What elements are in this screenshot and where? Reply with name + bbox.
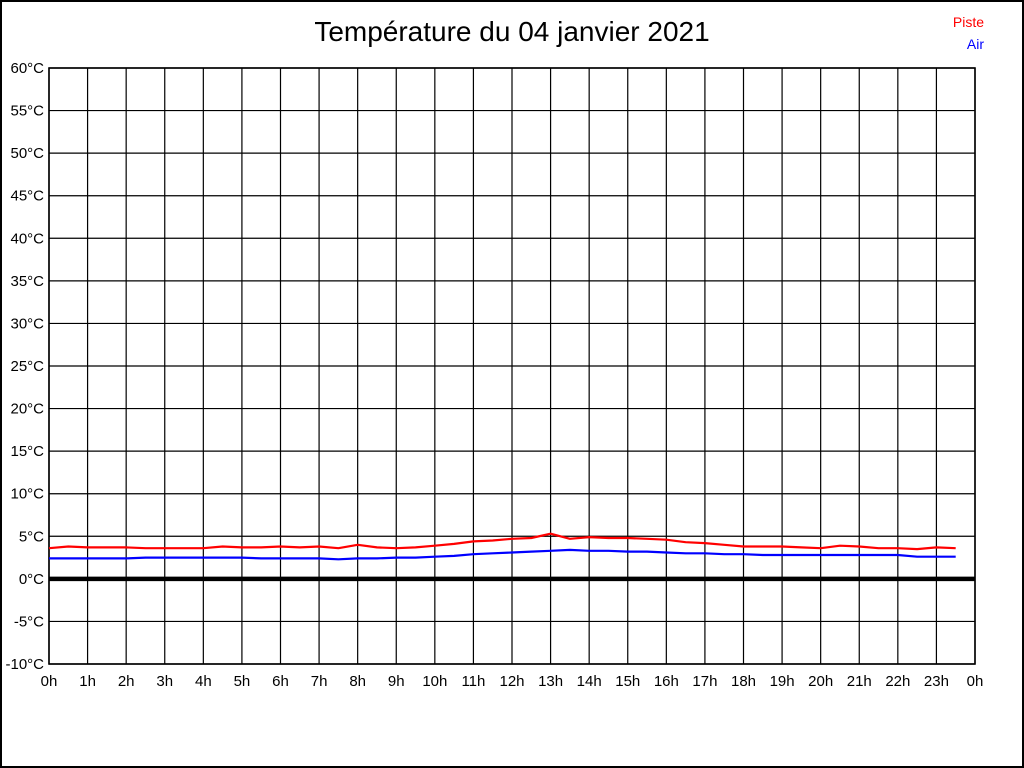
y-axis-label: 55°C [10, 103, 44, 120]
y-axis-label: 5°C [19, 528, 44, 545]
x-axis-label: 5h [234, 673, 251, 690]
x-axis-label: 21h [847, 673, 872, 690]
x-axis-label: 15h [615, 673, 640, 690]
chart-legend: Piste Air [953, 11, 984, 55]
y-axis-label: 45°C [10, 188, 44, 205]
y-axis-label: 25°C [10, 358, 44, 375]
x-axis-label: 16h [654, 673, 679, 690]
x-axis-label: 8h [349, 673, 366, 690]
x-axis-label: 9h [388, 673, 405, 690]
plot-border [48, 67, 976, 665]
air-line [49, 548, 956, 561]
x-axis-label: 6h [272, 673, 289, 690]
x-axis-label: 20h [808, 673, 833, 690]
y-axis-label: -10°C [5, 656, 44, 673]
y-axis-label: 10°C [10, 486, 44, 503]
y-axis-label: 35°C [10, 273, 44, 290]
legend-item-piste: Piste [952, 14, 984, 30]
x-axis-label: 4h [195, 673, 212, 690]
chart-title: Température du 04 janvier 2021 [314, 16, 710, 47]
x-axis-label: 17h [692, 673, 717, 690]
y-axis-label: 60°C [10, 60, 44, 77]
x-axis-label: 19h [770, 673, 795, 690]
y-axis-label: 30°C [10, 315, 44, 332]
x-axis-label: 2h [118, 673, 135, 690]
y-axis-label: 40°C [10, 230, 44, 247]
x-axis-label: 0h [967, 673, 984, 690]
x-axis-label: 10h [422, 673, 447, 690]
x-axis-label: 3h [156, 673, 173, 690]
x-axis-label: 22h [885, 673, 910, 690]
x-axis-label: 14h [577, 673, 602, 690]
x-axis-label: 0h [41, 673, 58, 690]
x-axis-label: 13h [538, 673, 563, 690]
y-axis-label: 50°C [10, 145, 44, 162]
x-axis-label: 7h [311, 673, 328, 690]
legend-item-air: Air [966, 36, 984, 52]
x-axis-label: 1h [79, 673, 96, 690]
x-axis-label: 18h [731, 673, 756, 690]
x-axis-label: 11h [461, 673, 485, 690]
x-axis-label: 23h [924, 673, 949, 690]
y-axis-label: 15°C [10, 443, 44, 460]
y-axis-label: 20°C [10, 401, 44, 418]
y-axis-label: -5°C [14, 613, 44, 630]
piste-line [48, 532, 956, 551]
x-axis-label: 12h [499, 673, 524, 690]
y-axis-label: 0°C [19, 571, 44, 588]
